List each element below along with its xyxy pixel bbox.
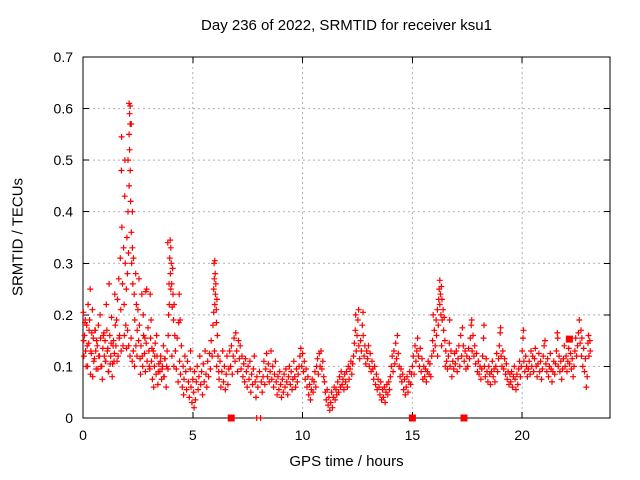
gridlines-layer: [83, 57, 610, 418]
data-points-layer: [80, 100, 594, 422]
x-tick-label: 15: [405, 427, 421, 443]
y-tick-label: 0.1: [54, 358, 74, 374]
x-axis-label: GPS time / hours: [289, 453, 404, 470]
x-tick-label: 0: [79, 427, 87, 443]
plot-border: [82, 56, 611, 419]
scatter-points-plus: [80, 100, 594, 421]
scatter-points-squares: [227, 335, 573, 422]
y-tick-label: 0.3: [54, 255, 74, 271]
y-tick-label: 0.7: [54, 49, 74, 65]
y-tick-label: 0.2: [54, 307, 74, 323]
x-tick-label: 10: [295, 427, 311, 443]
y-tick-label: 0.4: [54, 204, 74, 220]
chart-title: Day 236 of 2022, SRMTID for receiver ksu…: [201, 17, 492, 34]
x-tick-label: 5: [189, 427, 197, 443]
y-tick-label: 0.5: [54, 152, 74, 168]
x-tick-label: 20: [514, 427, 530, 443]
tick-labels-layer: 0 5 10 15 20 0 0.1 0.2 0.3 0.4 0.5 0.6 0.7: [54, 49, 531, 443]
y-tick-label: 0: [65, 410, 73, 426]
y-tick-label: 0.6: [54, 101, 74, 117]
